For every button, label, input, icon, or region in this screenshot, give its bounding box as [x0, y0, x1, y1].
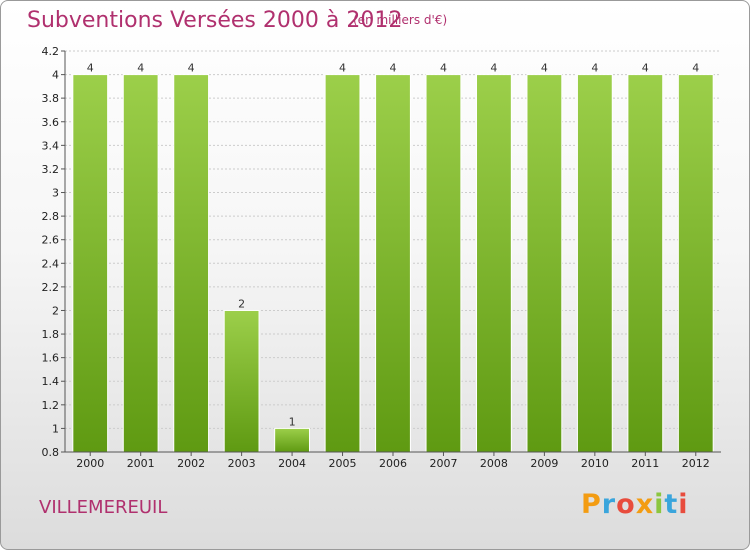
y-tick-label: 3.8 — [42, 92, 60, 105]
y-tick-label: 2.6 — [42, 234, 60, 247]
chart-title: Subventions Versées 2000 à 2012 — [27, 8, 403, 33]
logo-letter: i — [654, 489, 665, 520]
y-tick-label: 1.8 — [42, 328, 60, 341]
x-tick-label: 2006 — [379, 457, 407, 470]
x-tick-label: 2010 — [581, 457, 609, 470]
y-tick-label: 3.2 — [42, 163, 60, 176]
bar — [274, 427, 310, 453]
y-tick-label: 4.2 — [42, 45, 60, 58]
bar — [223, 309, 260, 453]
x-tick-label: 2000 — [76, 457, 104, 470]
x-tick-label: 2002 — [177, 457, 205, 470]
y-tick-label: 3.4 — [42, 139, 60, 152]
logo-letter: r — [601, 489, 617, 520]
x-tick-label: 2012 — [682, 457, 710, 470]
y-tick-label: 1.2 — [42, 399, 60, 412]
data-label: 4 — [490, 62, 497, 75]
data-label: 1 — [289, 415, 296, 428]
data-label: 4 — [137, 62, 144, 75]
y-tick-label: 4 — [52, 69, 59, 82]
proxiti-logo[interactable]: Proxiti — [581, 489, 689, 520]
y-tick-label: 0.8 — [42, 446, 60, 459]
y-tick-label: 3.6 — [42, 116, 60, 129]
x-tick-label: 2004 — [278, 457, 306, 470]
commune-name: VILLEMEREUIL — [39, 497, 168, 518]
axes — [61, 50, 721, 456]
data-label: 4 — [440, 62, 447, 75]
bar — [425, 74, 462, 453]
y-tick-label: 1.6 — [42, 352, 60, 365]
logo-letter: t — [664, 489, 679, 520]
bar — [375, 74, 411, 453]
y-tick-label: 2 — [52, 304, 59, 317]
x-tick-label: 2008 — [480, 457, 508, 470]
y-tick-label: 2.2 — [42, 281, 60, 294]
bar — [526, 74, 563, 453]
y-tick-label: 2.4 — [42, 257, 60, 270]
bar — [476, 74, 512, 453]
logo-letter: o — [616, 489, 636, 520]
data-label: 4 — [390, 62, 397, 75]
bar — [576, 74, 613, 453]
x-tick-label: 2011 — [631, 457, 659, 470]
y-tick-label: 3 — [52, 187, 59, 200]
x-tick-label: 2003 — [228, 457, 256, 470]
data-label: 4 — [591, 62, 598, 75]
y-tick-label: 1 — [52, 422, 59, 435]
logo-letter: P — [581, 489, 602, 520]
logo-letter: i — [678, 489, 689, 520]
data-label: 4 — [87, 62, 94, 75]
logo-letter: x — [635, 489, 655, 520]
y-tick-label: 2.8 — [42, 210, 60, 223]
bar — [677, 74, 714, 453]
data-label: 4 — [541, 62, 548, 75]
bar — [324, 74, 361, 453]
data-label: 4 — [692, 62, 699, 75]
bar — [627, 74, 664, 453]
data-label: 4 — [339, 62, 346, 75]
x-tick-label: 2007 — [429, 457, 457, 470]
data-label: 2 — [238, 297, 245, 310]
chart-unit: (en milliers d'€) — [353, 13, 448, 27]
bar — [173, 74, 210, 453]
y-tick-label: 1.4 — [42, 375, 60, 388]
bar — [72, 74, 109, 453]
bar — [122, 74, 159, 453]
x-tick-label: 2001 — [127, 457, 155, 470]
x-tick-label: 2005 — [329, 457, 357, 470]
labels: 0.8 1 1.2 1.4 1.6 1.8 2 2.2 2.4 2.6 2.8 3 3.2 3.4 3.6 3… — [42, 45, 710, 470]
data-label: 4 — [188, 62, 195, 75]
data-label: 4 — [642, 62, 649, 75]
x-tick-label: 2009 — [530, 457, 558, 470]
bars — [72, 74, 714, 453]
